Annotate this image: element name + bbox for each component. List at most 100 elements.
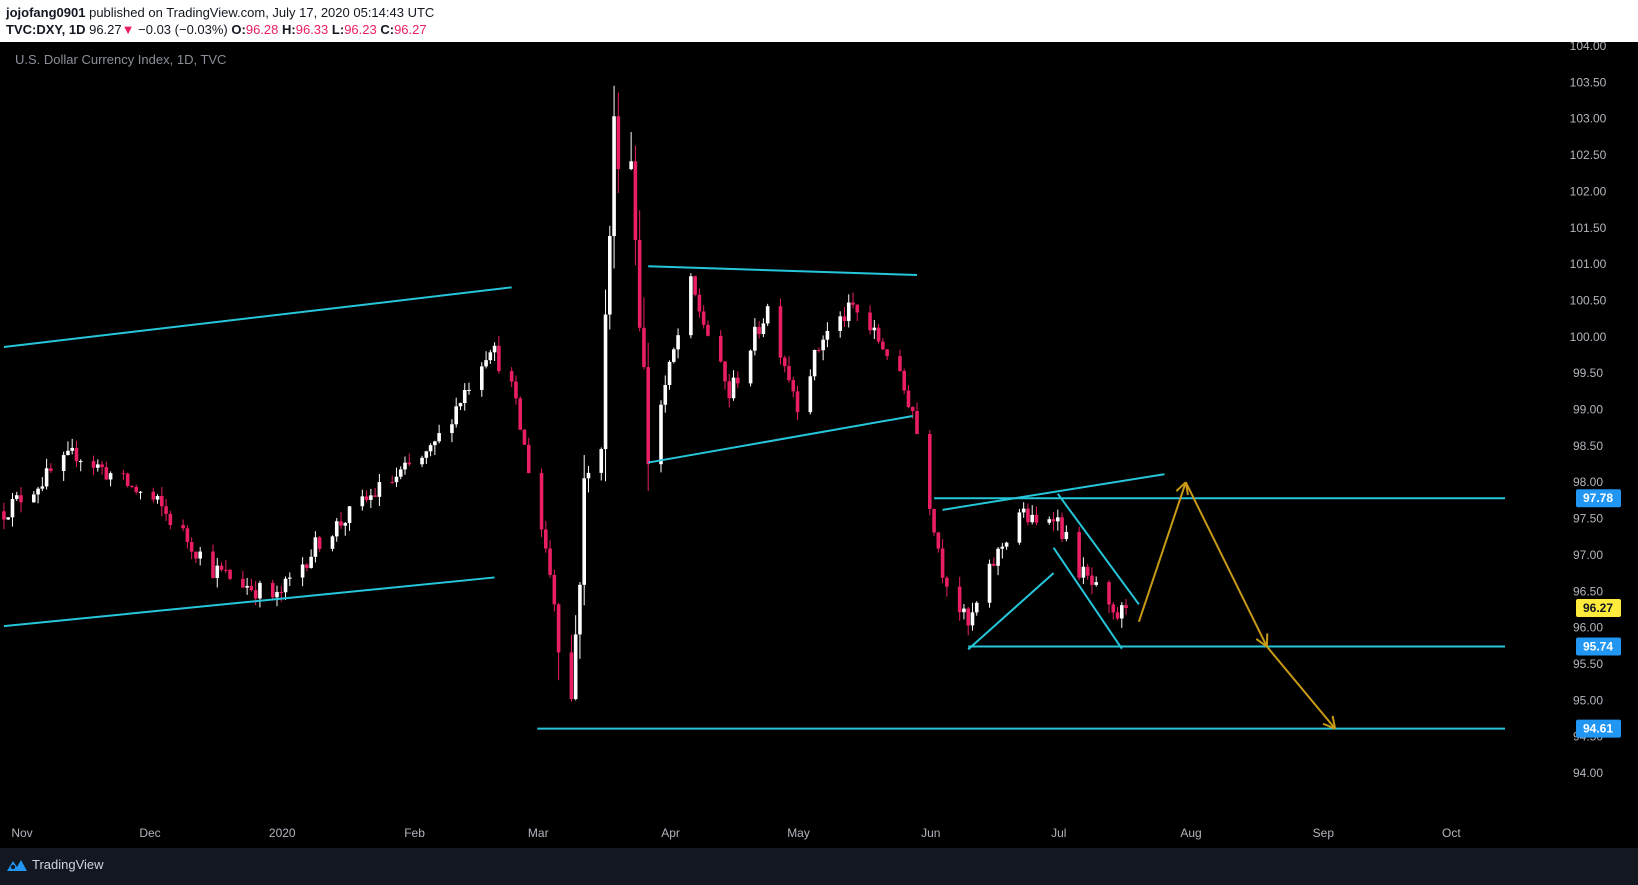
- candle-body: [373, 495, 377, 497]
- candle-body: [552, 574, 557, 605]
- candle-body: [420, 457, 424, 465]
- candle-body: [189, 542, 194, 552]
- trendline[interactable]: [1052, 547, 1123, 650]
- ohlc-line: TVC:DXY, 1D 96.27▼ −0.03 (−0.03%) O:96.2…: [6, 22, 427, 37]
- candle-body: [1115, 612, 1120, 619]
- trendline[interactable]: [3, 576, 495, 628]
- y-tick-label: 98.00: [1573, 475, 1603, 489]
- candle-body: [821, 339, 825, 351]
- candle-body: [1081, 566, 1086, 578]
- candle-body: [573, 634, 578, 700]
- y-tick-label: 99.50: [1573, 366, 1603, 380]
- x-tick-label: 2020: [269, 826, 296, 840]
- candle-body: [14, 495, 19, 500]
- candle-body: [868, 312, 872, 331]
- candle-body: [603, 314, 608, 450]
- author-name[interactable]: jojofang0901: [6, 5, 86, 20]
- candle-body: [1077, 531, 1081, 578]
- candle-body: [706, 324, 710, 336]
- footer-bar: TradingView: [0, 848, 1638, 885]
- price-axis[interactable]: 94.0094.5095.0095.5096.0096.5097.0097.50…: [1570, 42, 1607, 780]
- y-tick-label: 97.50: [1573, 512, 1603, 526]
- candle-body: [974, 602, 979, 613]
- candle-body: [544, 529, 548, 549]
- candle-body: [330, 536, 335, 549]
- candle-body: [509, 371, 514, 382]
- candle-body: [194, 551, 198, 559]
- candle-body: [450, 424, 454, 434]
- y-tick-label: 94.00: [1573, 766, 1603, 780]
- projection-segment[interactable]: [1137, 481, 1187, 623]
- x-tick-label: Apr: [661, 826, 680, 840]
- candle-body: [198, 551, 202, 559]
- candle-body: [518, 398, 522, 430]
- price-label-box: [1576, 598, 1621, 617]
- candle-body: [6, 517, 10, 520]
- candle-body: [488, 352, 493, 361]
- candle-body: [992, 563, 996, 566]
- price-chart[interactable]: 94.0094.5095.0095.5096.0096.5097.0097.50…: [0, 42, 1638, 848]
- price-label-text: 96.27: [1583, 601, 1613, 615]
- candle-body: [428, 445, 433, 452]
- candle-body: [1047, 519, 1052, 523]
- candle-body: [885, 349, 889, 357]
- candle-body: [185, 528, 190, 543]
- candle-body: [484, 360, 488, 367]
- projection-segment[interactable]: [1184, 481, 1268, 647]
- price-change: −0.03 (−0.03%): [138, 22, 228, 37]
- trendline[interactable]: [942, 473, 1165, 511]
- candle-body: [672, 349, 676, 362]
- time-axis[interactable]: Nov Dec 2020 Feb Mar Apr May Jun Jul Aug Sep Oct: [11, 826, 1461, 840]
- candle-body: [932, 508, 936, 533]
- candle-body: [317, 537, 322, 549]
- candle-body: [369, 495, 373, 500]
- candle-body: [424, 451, 429, 458]
- candle-body: [1021, 508, 1026, 513]
- x-tick-label: Mar: [528, 826, 549, 840]
- candle-body: [168, 513, 173, 525]
- publish-line: jojofang0901 published on TradingView.co…: [6, 5, 434, 20]
- candle-body: [74, 447, 79, 462]
- candle-body: [855, 304, 860, 313]
- candle-body: [556, 604, 561, 653]
- candle-body: [462, 390, 467, 404]
- candle-body: [646, 367, 650, 465]
- x-tick-label: Nov: [11, 826, 32, 840]
- trendline[interactable]: [648, 415, 913, 464]
- y-tick-label: 95.00: [1573, 693, 1603, 707]
- high-label: H:: [282, 22, 296, 37]
- price-label-text: 97.78: [1583, 491, 1613, 505]
- candle-body: [108, 473, 113, 480]
- candle-body: [339, 521, 343, 526]
- candle-body: [279, 592, 284, 594]
- candle-body: [454, 406, 458, 425]
- candle-body: [1120, 605, 1124, 619]
- price-label-box: [1576, 489, 1621, 508]
- trendline[interactable]: [3, 286, 512, 348]
- x-tick-label: Aug: [1180, 826, 1201, 840]
- candle-body: [936, 532, 941, 549]
- tradingview-logo-icon: [7, 859, 27, 871]
- candle-body: [663, 385, 668, 405]
- candle-body: [78, 461, 83, 463]
- trendline[interactable]: [1056, 493, 1140, 605]
- trendline[interactable]: [967, 572, 1055, 651]
- candle-body: [970, 612, 975, 626]
- open-label: O:: [231, 22, 246, 37]
- brand[interactable]: TradingView: [6, 857, 104, 872]
- projection-segment[interactable]: [1266, 645, 1336, 730]
- candle-body: [778, 306, 783, 358]
- x-tick-label: Dec: [139, 826, 160, 840]
- price-labels: 97.78 96.27 95.74 94.61: [1576, 489, 1621, 738]
- low-value: 96.23: [344, 22, 377, 37]
- candle-body: [718, 335, 723, 362]
- y-tick-label: 102.00: [1570, 184, 1607, 198]
- candle-body: [1000, 546, 1005, 549]
- candle-body: [91, 461, 96, 468]
- trendline[interactable]: [648, 265, 918, 277]
- high-value: 96.33: [295, 22, 329, 37]
- candle-body: [633, 161, 638, 241]
- candle-body: [155, 495, 160, 500]
- candle-body: [898, 356, 902, 371]
- x-tick-label: Oct: [1442, 826, 1461, 840]
